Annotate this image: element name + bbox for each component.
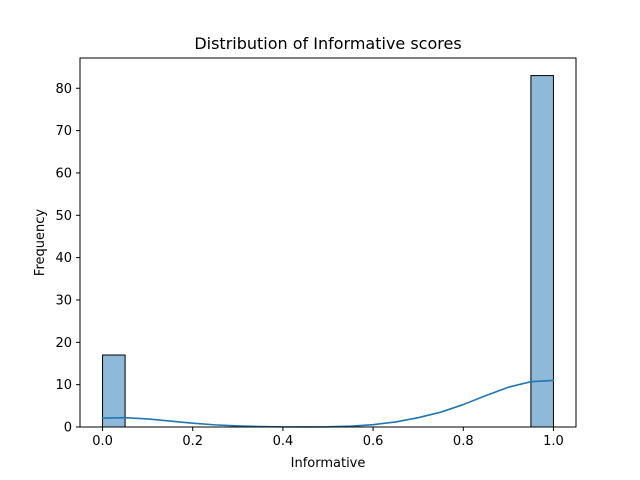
y-tick-label: 20 <box>55 336 72 351</box>
histogram-bar-0 <box>102 354 126 428</box>
x-tick-label: 0.2 <box>182 434 203 449</box>
kde-layer <box>101 379 555 428</box>
y-tick-label: 30 <box>55 293 72 308</box>
y-tick-label: 40 <box>55 251 72 266</box>
plot-area-frame <box>79 57 577 428</box>
x-tick-label: 1.0 <box>543 434 564 449</box>
y-tick-label: 50 <box>55 209 72 224</box>
x-tick-label: 0.6 <box>363 434 384 449</box>
y-axis-ticks: 0 10 20 30 40 50 60 70 80 <box>55 82 80 436</box>
x-axis-ticks: 0.0 0.2 0.4 0.6 0.8 1.0 <box>92 427 564 449</box>
x-axis-label: Informative <box>291 456 366 471</box>
y-tick-label: 80 <box>55 82 72 97</box>
kde-curve <box>101 379 555 428</box>
bars-layer <box>102 75 554 428</box>
x-tick-label: 0.8 <box>453 434 474 449</box>
y-tick-label: 10 <box>55 378 72 393</box>
x-tick-label: 0.4 <box>273 434 294 449</box>
y-tick-label: 70 <box>55 124 72 139</box>
y-axis-label: Frequency <box>33 209 48 276</box>
y-tick-label: 0 <box>64 421 72 436</box>
x-tick-label: 0.0 <box>92 434 113 449</box>
y-tick-label: 60 <box>55 166 72 181</box>
histogram-bar-1 <box>530 75 554 428</box>
chart-title: Distribution of Informative scores <box>194 34 461 53</box>
